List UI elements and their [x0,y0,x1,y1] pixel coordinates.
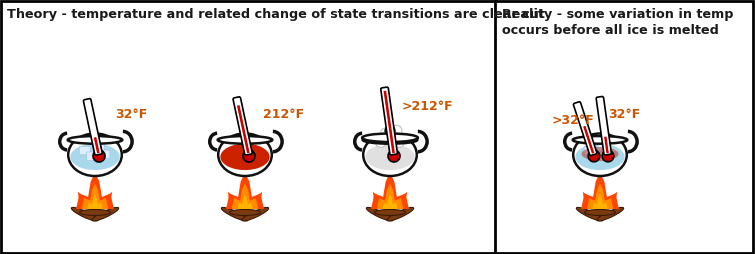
Text: 32°F: 32°F [608,107,640,120]
Ellipse shape [221,208,248,221]
Ellipse shape [92,208,119,221]
Circle shape [243,150,255,162]
Circle shape [381,129,390,138]
Polygon shape [76,173,114,209]
Ellipse shape [573,136,627,144]
Polygon shape [583,192,596,209]
Circle shape [602,151,614,162]
Circle shape [385,126,395,136]
Polygon shape [237,195,253,209]
Ellipse shape [581,148,618,161]
Text: >212°F: >212°F [402,100,454,113]
Ellipse shape [362,134,418,142]
Polygon shape [593,195,608,209]
Text: 32°F: 32°F [115,107,147,120]
Ellipse shape [242,208,269,221]
Polygon shape [587,184,613,209]
Ellipse shape [230,210,260,216]
Ellipse shape [218,134,272,176]
Ellipse shape [217,136,273,144]
FancyBboxPatch shape [596,97,612,155]
FancyBboxPatch shape [603,150,615,159]
Polygon shape [100,192,112,209]
FancyBboxPatch shape [584,147,596,155]
Circle shape [93,150,105,162]
Circle shape [375,137,387,148]
Polygon shape [373,192,386,209]
FancyBboxPatch shape [592,152,602,161]
Polygon shape [88,195,103,209]
Circle shape [391,126,402,137]
Polygon shape [394,192,407,209]
Ellipse shape [362,136,418,144]
FancyBboxPatch shape [87,152,98,161]
Ellipse shape [575,144,624,170]
Ellipse shape [68,136,122,144]
Ellipse shape [79,210,110,216]
Text: >32°F: >32°F [552,114,595,126]
Text: Reality - some variation in temp
occurs before all ice is melted: Reality - some variation in temp occurs … [501,8,733,37]
Ellipse shape [68,134,122,176]
FancyBboxPatch shape [84,99,102,155]
FancyBboxPatch shape [381,88,397,155]
Circle shape [388,150,400,162]
Ellipse shape [573,134,627,176]
Bar [94,137,100,154]
Ellipse shape [71,208,98,221]
Ellipse shape [584,210,615,216]
Ellipse shape [70,144,119,170]
Polygon shape [377,184,403,209]
Bar [604,137,609,154]
Circle shape [384,132,396,145]
Polygon shape [226,173,264,209]
Polygon shape [228,192,241,209]
Ellipse shape [597,208,624,221]
Polygon shape [581,173,619,209]
Polygon shape [371,173,409,209]
FancyBboxPatch shape [99,150,110,159]
Polygon shape [249,192,262,209]
Ellipse shape [374,210,405,216]
Bar [384,91,395,154]
Circle shape [588,151,599,162]
Bar [583,126,594,154]
Circle shape [395,139,404,148]
Polygon shape [78,192,91,209]
Polygon shape [604,192,618,209]
Bar [237,106,250,154]
Polygon shape [82,184,108,209]
Ellipse shape [387,208,414,221]
Circle shape [387,124,393,131]
FancyBboxPatch shape [598,143,609,152]
Ellipse shape [363,134,417,176]
FancyBboxPatch shape [93,143,104,152]
FancyBboxPatch shape [233,98,252,155]
Ellipse shape [576,208,603,221]
Polygon shape [383,195,398,209]
Ellipse shape [366,208,393,221]
Ellipse shape [365,144,414,170]
Text: 212°F: 212°F [263,107,304,120]
Text: Theory - temperature and related change of state transitions are clear cut: Theory - temperature and related change … [7,8,545,21]
Polygon shape [232,184,258,209]
FancyBboxPatch shape [574,102,596,156]
Ellipse shape [220,144,270,170]
FancyBboxPatch shape [79,147,91,155]
